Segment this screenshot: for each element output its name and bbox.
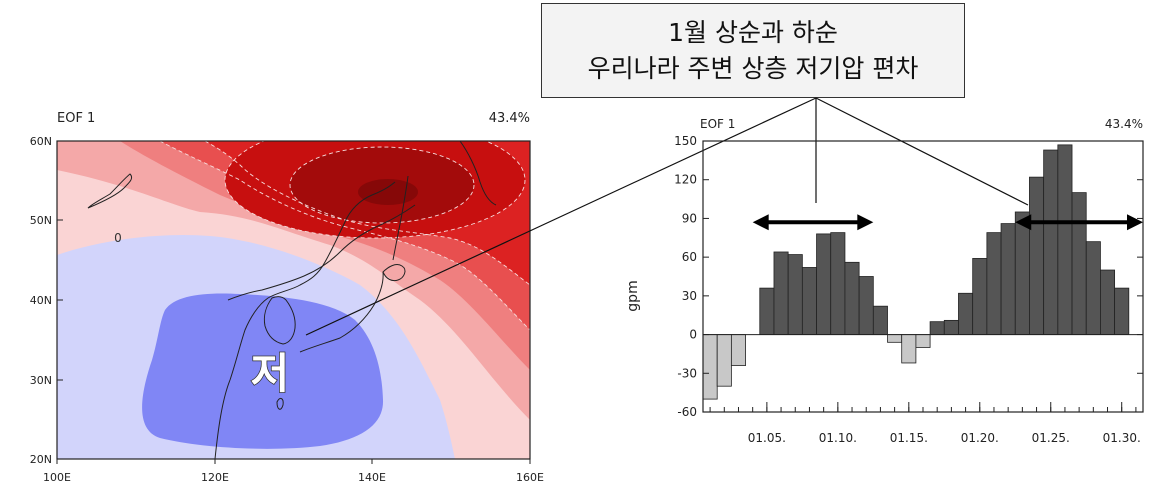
coastline-taiwan	[276, 397, 284, 410]
period-arrow-head	[1127, 214, 1143, 231]
x-tick-label: 01.15.	[890, 431, 928, 445]
bar	[1043, 149, 1059, 335]
contour-line	[204, 141, 530, 286]
chart-label-left: EOF 1	[700, 117, 735, 131]
period-arrow-head	[752, 214, 769, 231]
y-tick-label: -30	[677, 366, 697, 380]
y-tick-label: 90	[682, 211, 697, 225]
bar	[816, 233, 832, 335]
chart-frame	[702, 140, 1144, 413]
contour-zero-label: 0	[114, 231, 122, 245]
lat-tick-label: 60N	[30, 135, 52, 148]
map-panel: EOF 1 43.4%	[30, 111, 544, 484]
callout-pointers	[305, 97, 1029, 336]
period-arrow-head	[1015, 214, 1032, 231]
coastline-hokkaido	[382, 264, 406, 282]
y-tick-label: 0	[689, 328, 697, 342]
bar	[1071, 192, 1087, 335]
bar	[1029, 176, 1045, 335]
lat-tick-label: 40N	[30, 294, 52, 307]
bar	[986, 232, 1002, 335]
bar	[872, 305, 888, 335]
x-tick-label: 01.10.	[819, 431, 857, 445]
shade-neg-2	[142, 293, 384, 449]
coastline-baikal	[87, 173, 133, 209]
callout-box: 1월 상순과 하순 우리나라 주변 상층 저기압 편차	[541, 3, 965, 98]
y-tick-label: 120	[674, 173, 697, 187]
y-axis: 150 120 90 60 30 0 -30 -60	[674, 134, 1143, 419]
map-label-right: 43.4%	[489, 111, 530, 126]
contour-line	[159, 141, 530, 331]
chart-label-right: 43.4%	[1105, 117, 1143, 131]
bar	[844, 261, 860, 335]
low-pressure-label: 저	[251, 349, 290, 398]
bars-layer	[702, 144, 1143, 400]
coastline-border	[227, 204, 416, 301]
contour-line	[289, 146, 475, 224]
bar-chart: EOF 1 43.4% gpm 150 120 90 60 30 0 -30 -60 01.0…	[625, 117, 1144, 445]
x-tick-label: 01.30.	[1103, 431, 1141, 445]
lat-tick-label: 30N	[30, 374, 52, 387]
bar	[1000, 223, 1016, 335]
coastline-sakhalin	[392, 175, 409, 261]
x-axis: 01.05. 01.10. 01.15. 01.20. 01.25. 01.30.	[709, 402, 1141, 445]
bar	[943, 319, 959, 335]
coastline-mainland	[214, 181, 396, 459]
coastline-korea	[263, 296, 296, 345]
bar	[915, 334, 931, 348]
x-tick-label: 01.05.	[748, 431, 786, 445]
period-arrow-head	[857, 214, 874, 231]
anomaly-contours	[57, 141, 530, 459]
bar	[1085, 241, 1101, 335]
lat-tick-label: 20N	[30, 453, 52, 466]
lon-tick-label: 100E	[43, 471, 71, 484]
bar	[1014, 211, 1030, 335]
coastlines	[87, 141, 497, 459]
y-tick-label: -60	[677, 405, 697, 419]
contour-line	[224, 141, 526, 239]
lon-axis: 100E 120E 140E 160E	[43, 459, 544, 484]
pointer-to-late-january	[815, 97, 1029, 206]
callout-line-1: 1월 상순과 하순	[668, 17, 838, 47]
bar	[787, 254, 803, 335]
pointer-to-map	[305, 97, 817, 336]
lon-tick-label: 140E	[358, 471, 386, 484]
bar	[958, 292, 974, 335]
coastline-japan	[299, 271, 384, 353]
lon-tick-label: 160E	[516, 471, 544, 484]
bar	[716, 334, 732, 387]
bar	[702, 334, 718, 400]
bar	[858, 276, 874, 335]
period-arrows	[752, 214, 1143, 231]
bar	[972, 258, 988, 335]
bar	[901, 334, 917, 364]
bar	[830, 232, 846, 335]
bar	[887, 334, 903, 343]
bar	[773, 251, 789, 335]
bar	[1057, 144, 1073, 335]
bar	[730, 334, 746, 366]
bar	[1114, 287, 1130, 335]
lat-tick-label: 50N	[30, 214, 52, 227]
contour-lines	[159, 141, 530, 331]
bar	[759, 287, 775, 335]
map-label-left: EOF 1	[57, 111, 95, 126]
bar	[929, 321, 945, 335]
y-axis-label: gpm	[625, 280, 641, 311]
shade-pos-7	[358, 179, 418, 205]
x-tick-label: 01.20.	[961, 431, 999, 445]
x-tick-label: 01.25.	[1032, 431, 1070, 445]
bar	[801, 267, 817, 335]
y-tick-label: 60	[682, 250, 697, 264]
lon-tick-label: 120E	[201, 471, 229, 484]
coastline-kamchatka	[459, 141, 497, 206]
bar	[1100, 269, 1116, 335]
lat-axis: 60N 50N 40N 30N 20N	[30, 135, 63, 466]
callout-line-2: 우리나라 주변 상층 저기압 편차	[587, 53, 919, 83]
y-tick-label: 30	[682, 289, 697, 303]
y-tick-label: 150	[674, 134, 697, 148]
